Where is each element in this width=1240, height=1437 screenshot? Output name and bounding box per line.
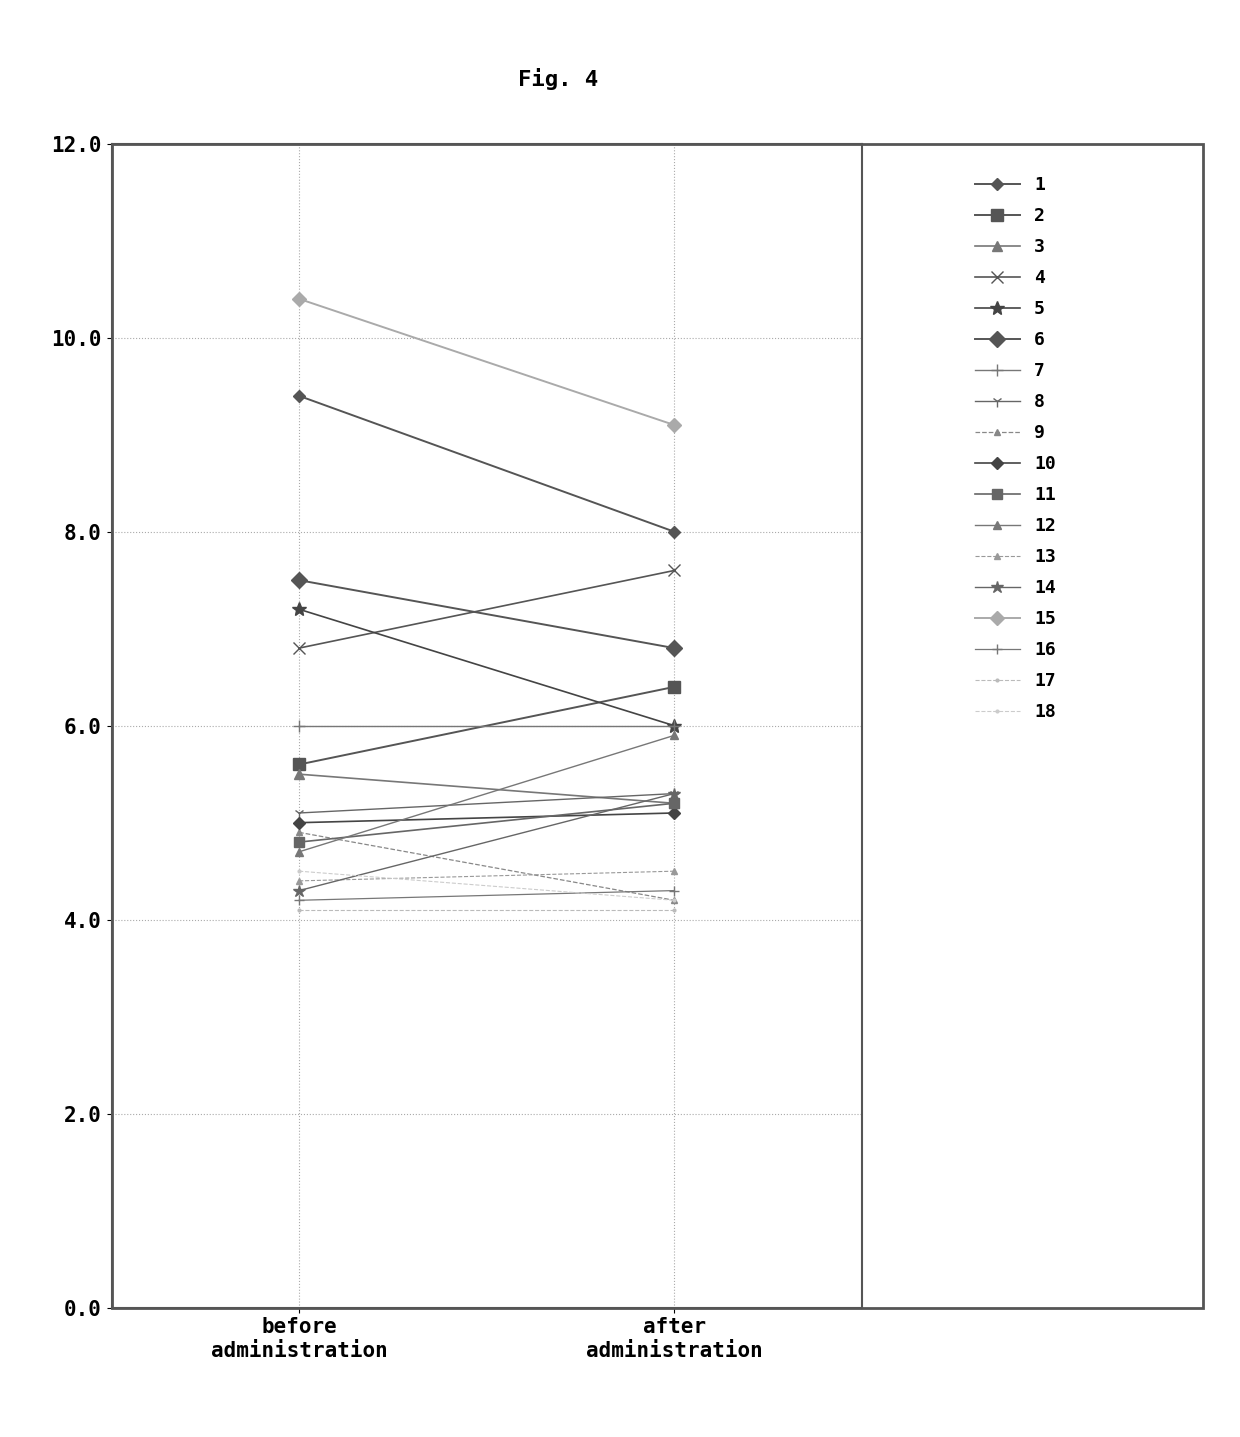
17: [667, 901, 682, 918]
16: [667, 882, 682, 900]
1: [667, 523, 682, 540]
18: [667, 891, 682, 908]
Line: 3: 3: [294, 769, 680, 808]
7: [667, 717, 682, 734]
Line: 12: 12: [295, 731, 678, 856]
6: [291, 572, 306, 589]
15: [291, 290, 306, 308]
Line: 18: 18: [296, 868, 677, 902]
10: [667, 805, 682, 822]
13: [291, 872, 306, 890]
Line: 11: 11: [294, 799, 680, 846]
8: [291, 805, 306, 822]
Legend: 1, 2, 3, 4, 5, 6, 7, 8, 9, 10, 11, 12, 13, 14, 15, 16, 17, 18: 1, 2, 3, 4, 5, 6, 7, 8, 9, 10, 11, 12, 1…: [975, 175, 1056, 721]
Line: 1: 1: [295, 392, 678, 536]
16: [291, 891, 306, 908]
5: [667, 717, 682, 734]
2: [291, 756, 306, 773]
17: [291, 901, 306, 918]
Line: 7: 7: [293, 720, 681, 731]
8: [667, 785, 682, 802]
Line: 17: 17: [296, 907, 677, 912]
3: [667, 795, 682, 812]
Text: Fig. 4: Fig. 4: [518, 68, 598, 91]
14: [667, 785, 682, 802]
12: [667, 727, 682, 744]
Line: 9: 9: [295, 829, 678, 904]
18: [291, 862, 306, 879]
14: [291, 882, 306, 900]
Line: 8: 8: [294, 787, 680, 819]
12: [291, 844, 306, 861]
Line: 2: 2: [294, 681, 680, 770]
5: [291, 601, 306, 618]
10: [291, 813, 306, 831]
9: [667, 891, 682, 908]
9: [291, 823, 306, 841]
Line: 10: 10: [295, 809, 678, 826]
4: [667, 562, 682, 579]
Line: 5: 5: [293, 602, 681, 733]
3: [291, 766, 306, 783]
Line: 6: 6: [294, 575, 680, 654]
2: [667, 678, 682, 696]
11: [291, 833, 306, 851]
Line: 13: 13: [295, 868, 678, 884]
Line: 15: 15: [294, 295, 680, 430]
Line: 16: 16: [294, 885, 680, 905]
11: [667, 795, 682, 812]
15: [667, 417, 682, 434]
1: [291, 387, 306, 404]
7: [291, 717, 306, 734]
Line: 4: 4: [294, 565, 680, 654]
13: [667, 862, 682, 879]
6: [667, 639, 682, 657]
Line: 14: 14: [293, 787, 681, 897]
4: [291, 639, 306, 657]
